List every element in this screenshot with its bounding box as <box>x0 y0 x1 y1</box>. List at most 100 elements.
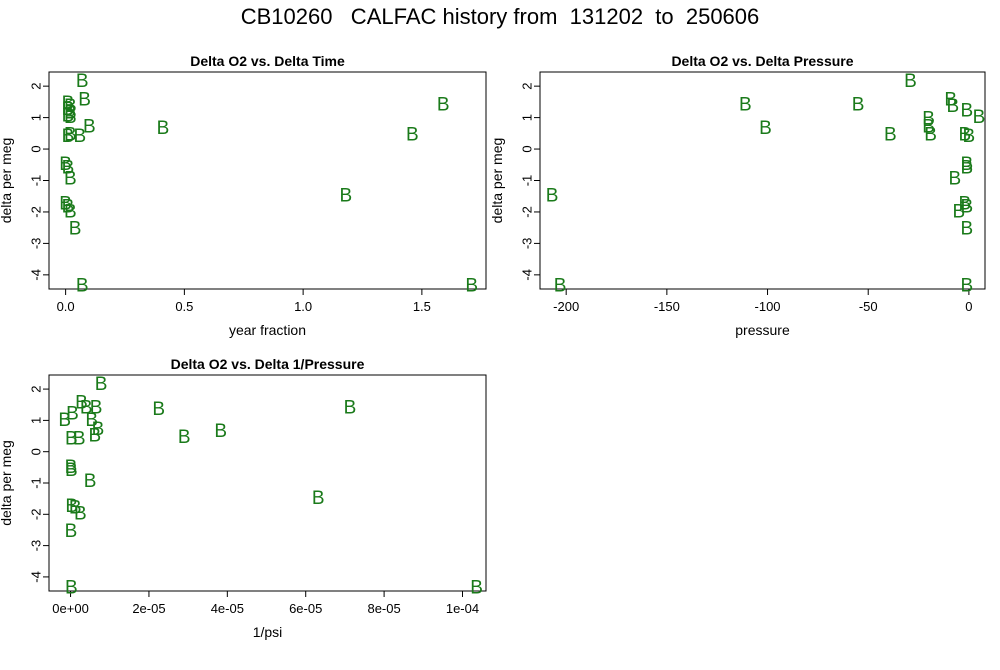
y-axis-label: delta per meg <box>0 440 14 526</box>
data-point: B <box>58 410 71 431</box>
data-point: B <box>437 94 450 115</box>
data-point: B <box>946 96 959 117</box>
data-point: B <box>961 197 974 218</box>
data-point: B <box>64 96 77 117</box>
x-tick-label: 1.5 <box>413 299 431 314</box>
data-point: B <box>62 126 75 147</box>
data-point: B <box>64 102 77 123</box>
data-point: B <box>69 497 82 518</box>
x-axis-label: year fraction <box>229 322 306 338</box>
plot-title: Delta O2 vs. Delta Time <box>190 53 345 69</box>
data-point: B <box>59 154 72 175</box>
y-tick-label: -2 <box>28 509 43 521</box>
plot-frame <box>48 71 487 290</box>
x-axis-label: pressure <box>735 322 790 338</box>
data-point: B <box>344 397 357 418</box>
data-point: B <box>65 460 78 481</box>
data-point: B <box>76 275 89 296</box>
data-point: B <box>961 219 974 240</box>
y-tick-label: -1 <box>28 175 43 187</box>
data-point: B <box>465 275 478 296</box>
y-axis-label: delta per meg <box>489 138 505 224</box>
x-tick-label: 0 <box>965 299 972 314</box>
data-point: B <box>884 124 897 145</box>
data-point: B <box>64 168 77 189</box>
data-point: B <box>157 118 170 139</box>
y-tick-label: -4 <box>28 269 43 281</box>
data-point: B <box>65 496 78 517</box>
data-point: B <box>64 201 77 222</box>
plot-title: Delta O2 vs. Delta Pressure <box>671 53 853 69</box>
data-point: B <box>904 71 917 92</box>
data-point: B <box>961 275 974 296</box>
data-point: B <box>961 154 974 175</box>
data-point: B <box>89 425 102 446</box>
x-tick-label: 1.0 <box>294 299 312 314</box>
y-tick-label: -2 <box>519 206 534 218</box>
y-tick-label: -3 <box>28 238 43 250</box>
data-point: B <box>944 90 957 111</box>
data-point: B <box>922 116 935 137</box>
x-tick-label: -100 <box>755 299 781 314</box>
x-tick-label: 0e+00 <box>52 601 89 616</box>
data-point: B <box>62 93 75 114</box>
y-axis-label: delta per meg <box>0 138 14 224</box>
data-point: B <box>963 126 976 147</box>
data-point: B <box>739 94 752 115</box>
y-tick-label: -2 <box>28 206 43 218</box>
x-tick-label: -200 <box>553 299 579 314</box>
data-point: B <box>65 429 78 450</box>
data-point: B <box>152 399 165 420</box>
data-point: B <box>961 157 974 178</box>
data-point: B <box>65 577 78 598</box>
data-point: B <box>59 194 72 215</box>
data-point: B <box>959 194 972 215</box>
data-point: B <box>470 577 483 598</box>
data-point: B <box>340 186 353 207</box>
y-tick-label: 0 <box>519 145 534 152</box>
data-point: B <box>69 219 82 240</box>
main-title: CB10260 CALFAC history from 131202 to 25… <box>240 4 760 29</box>
data-point: B <box>73 429 86 450</box>
data-point: B <box>75 393 88 414</box>
y-tick-label: -3 <box>519 238 534 250</box>
data-point: B <box>948 168 961 189</box>
y-tick-label: 0 <box>28 448 43 455</box>
data-point: B <box>92 419 105 440</box>
data-point: B <box>62 105 75 126</box>
data-point: B <box>62 197 75 218</box>
data-point: B <box>62 157 75 178</box>
y-tick-label: 2 <box>28 83 43 90</box>
y-tick-label: 2 <box>28 385 43 392</box>
data-point: B <box>312 488 325 509</box>
data-point: B <box>973 107 986 128</box>
data-point: B <box>554 275 567 296</box>
data-point: B <box>759 118 772 139</box>
data-point: B <box>65 457 78 478</box>
data-point: B <box>84 471 97 492</box>
plot-time: Delta O2 vs. Delta Time year fraction delt… <box>0 53 487 338</box>
data-point: B <box>406 124 419 145</box>
data-point: B <box>74 126 87 147</box>
data-point: B <box>922 109 935 130</box>
data-point: B <box>66 404 79 425</box>
data-point: B <box>64 107 77 128</box>
data-point: B <box>85 410 98 431</box>
x-tick-label: 2e-05 <box>132 601 165 616</box>
y-tick-label: 2 <box>519 83 534 90</box>
y-tick-label: -4 <box>519 269 534 281</box>
y-tick-label: 1 <box>28 114 43 121</box>
data-point: B <box>64 124 77 145</box>
plot-frame <box>48 374 487 592</box>
plot-frame <box>539 71 986 290</box>
data-point: B <box>961 101 974 122</box>
data-point: B <box>83 116 96 137</box>
y-tick-label: -1 <box>28 477 43 489</box>
x-tick-label: 1e-04 <box>446 601 479 616</box>
data-point: B <box>214 421 227 442</box>
data-point: B <box>62 99 75 120</box>
y-tick-label: 1 <box>28 417 43 424</box>
data-point: B <box>178 427 191 448</box>
x-tick-label: 0.5 <box>175 299 193 314</box>
